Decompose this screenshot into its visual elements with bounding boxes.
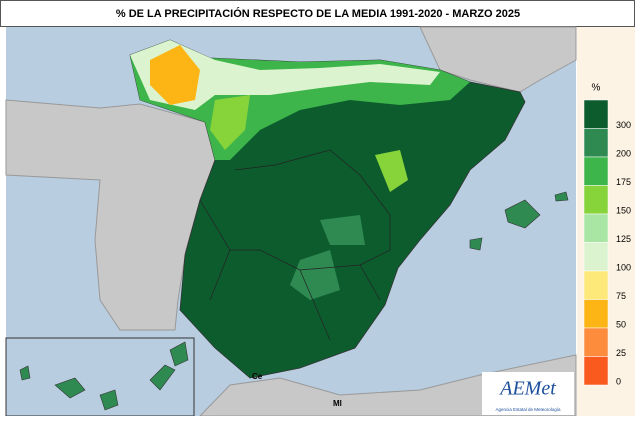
map-label: Ce	[252, 372, 263, 381]
title: % DE LA PRECIPITACIÓN RESPECTO DE LA MED…	[116, 7, 520, 20]
leon-zone	[210, 95, 250, 150]
legend-label: 300	[616, 120, 631, 130]
balearic	[504, 199, 541, 229]
legend-swatch	[583, 299, 609, 329]
legend-swatch	[583, 128, 609, 158]
logo-subtitle: Agencia Estatal de Meteorología	[495, 407, 561, 412]
zone	[320, 215, 365, 245]
legend-label: 50	[616, 320, 626, 330]
zone	[290, 250, 340, 300]
title-bar	[0, 0, 635, 27]
legend-swatch	[583, 213, 609, 243]
legend-swatch	[583, 242, 609, 272]
legend: 300 200 175 150 125 100 75 50 25 0	[583, 99, 631, 387]
legend-swatch	[583, 156, 609, 186]
legend-label: 125	[616, 234, 631, 244]
region-borders	[199, 149, 391, 341]
legend-label: 25	[616, 348, 626, 358]
legend-label: 150	[616, 206, 631, 216]
canary-islands	[19, 341, 189, 411]
map-label: Ml	[333, 399, 342, 408]
map: Ce Ml AEMet Agencia Estatal de Meteorolo…	[5, 26, 577, 417]
legend-label: 75	[616, 291, 626, 301]
legend-swatch	[583, 185, 609, 215]
aragon-zone	[375, 150, 408, 192]
logo-box	[482, 372, 574, 415]
legend-swatch	[583, 270, 609, 300]
legend-label: 0	[616, 377, 621, 387]
portugal	[5, 99, 216, 331]
balearic	[554, 191, 569, 202]
legend-label: 175	[616, 177, 631, 187]
legend-swatch	[583, 356, 609, 386]
cantabrian-zone	[130, 40, 440, 110]
logo: AEMet	[498, 378, 556, 400]
legend-label: 200	[616, 149, 631, 159]
balearic	[469, 237, 483, 251]
galicia-zone	[150, 45, 200, 105]
legend-unit: %	[592, 83, 601, 94]
legend-label: 100	[616, 263, 631, 273]
legend-swatch	[583, 99, 609, 129]
legend-swatch	[583, 327, 609, 357]
